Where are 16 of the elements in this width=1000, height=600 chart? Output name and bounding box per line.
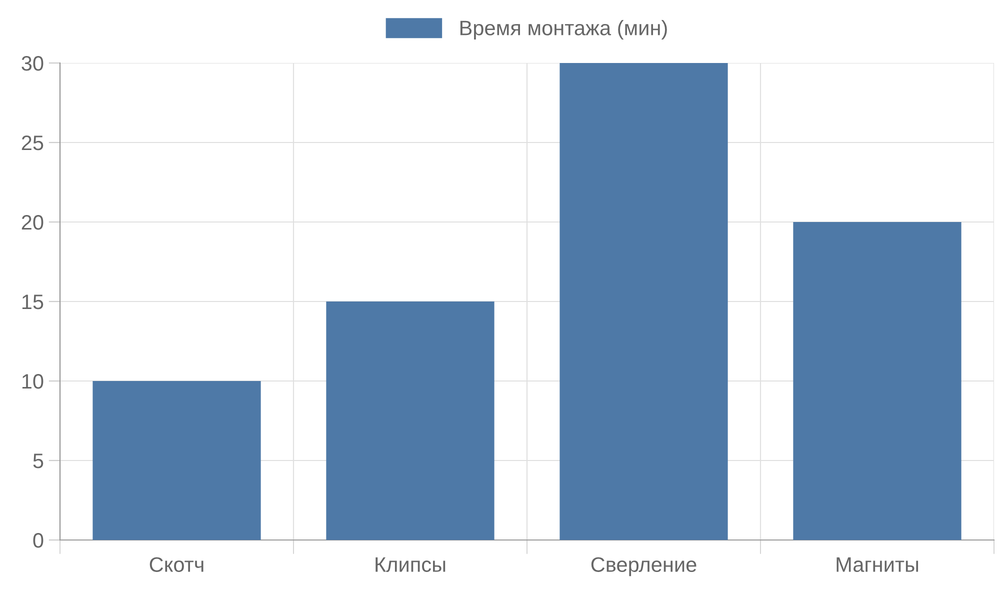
x-tick-label: Клипсы — [376, 557, 446, 572]
y-tick-label: 25 — [22, 136, 44, 150]
bar — [326, 302, 494, 540]
bar — [560, 63, 728, 540]
y-tick-label: 30 — [22, 56, 44, 71]
x-tick-label: Сверление — [591, 557, 696, 576]
y-tick-label: 0 — [33, 533, 44, 548]
y-tick-label: 15 — [22, 294, 44, 310]
y-tick-label: 10 — [22, 374, 44, 389]
y-tick-label: 5 — [33, 454, 44, 468]
x-tick-label: Магниты — [836, 557, 918, 572]
bar — [793, 222, 962, 540]
bar — [92, 381, 261, 540]
x-tick-label: Скотч — [150, 557, 204, 572]
legend-label: Время монтажа (мин) — [460, 20, 667, 40]
y-tick-label: 20 — [22, 215, 44, 230]
